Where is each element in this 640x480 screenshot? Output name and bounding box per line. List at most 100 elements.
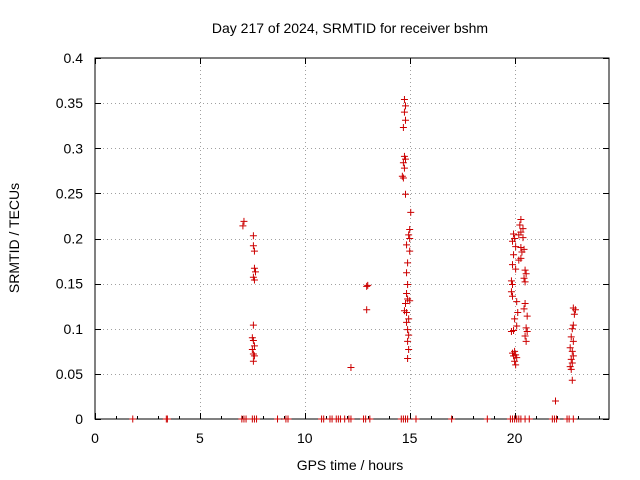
data-points: [129, 96, 579, 423]
grid-lines: [95, 58, 609, 419]
data-point: [511, 357, 519, 365]
data-point: [569, 415, 577, 423]
data-point: [284, 415, 292, 423]
data-point: [274, 415, 282, 423]
data-point: [253, 415, 261, 423]
data-point: [363, 306, 371, 314]
data-point: [568, 359, 576, 367]
data-point: [521, 278, 529, 286]
x-axis-label: GPS time / hours: [297, 457, 404, 473]
data-point: [508, 281, 516, 289]
data-point: [517, 244, 525, 252]
chart-title: Day 217 of 2024, SRMTID for receiver bsh…: [212, 20, 488, 36]
data-point: [508, 237, 516, 245]
data-point: [405, 231, 413, 239]
data-point: [250, 276, 258, 284]
data-point: [401, 116, 409, 124]
data-point: [403, 309, 411, 317]
data-point: [515, 231, 523, 239]
data-point: [406, 235, 414, 242]
y-tick-label: 0.15: [56, 276, 83, 292]
data-point: [249, 232, 257, 240]
data-point: [250, 247, 258, 255]
data-point: [404, 259, 412, 267]
y-tick-label: 0.4: [64, 50, 84, 66]
data-point: [406, 247, 414, 255]
data-point: [406, 225, 414, 233]
x-tick-label: 20: [507, 430, 523, 446]
plot-frame: [94, 57, 610, 420]
data-point: [320, 415, 328, 423]
x-tick-label: 15: [402, 430, 418, 446]
data-point: [347, 364, 355, 372]
data-point: [363, 282, 371, 290]
data-point: [405, 331, 413, 339]
data-point: [405, 346, 413, 354]
data-point: [567, 365, 575, 373]
data-point: [250, 264, 258, 272]
data-point: [510, 251, 518, 259]
data-point: [571, 306, 579, 314]
data-point: [249, 336, 257, 344]
data-point: [401, 299, 409, 307]
data-point: [567, 333, 575, 341]
y-axis-label: SRMTID / TECUs: [6, 183, 22, 293]
y-tick-label: 0.35: [56, 95, 83, 111]
data-point: [512, 243, 520, 251]
data-point: [569, 337, 577, 345]
data-point: [570, 310, 578, 318]
data-point: [512, 265, 520, 273]
y-tick-label: 0.1: [64, 321, 84, 337]
data-point: [508, 261, 516, 269]
data-point: [507, 277, 515, 285]
data-point: [399, 123, 407, 131]
data-point: [519, 234, 527, 242]
data-point: [515, 256, 523, 264]
data-point: [412, 415, 420, 423]
data-point: [399, 159, 407, 167]
data-point: [523, 312, 531, 320]
data-point: [448, 415, 456, 423]
data-point: [522, 324, 530, 332]
data-point: [518, 248, 526, 256]
data-point: [568, 376, 576, 384]
data-point: [249, 357, 257, 365]
data-point: [510, 230, 518, 238]
data-point: [523, 327, 531, 335]
x-tick-label: 10: [297, 430, 313, 446]
data-point: [566, 344, 574, 352]
data-point: [239, 222, 247, 230]
data-point: [403, 290, 411, 298]
axis-ticks: 0 0.05 0.1 0.15 0.2 0.25 0.3 0.35 0.4 0 5 10 15 20: [56, 50, 609, 446]
data-point: [129, 415, 137, 423]
data-point: [249, 242, 257, 250]
data-point: [248, 346, 256, 354]
data-point: [514, 309, 522, 317]
data-point: [404, 355, 412, 363]
data-point: [483, 415, 491, 423]
data-point: [567, 355, 575, 363]
data-point: [405, 315, 413, 323]
data-point: [521, 332, 529, 340]
data-point: [366, 415, 374, 423]
data-point: [399, 174, 407, 182]
data-point: [240, 217, 248, 225]
data-point: [508, 292, 516, 300]
data-point: [521, 299, 529, 307]
x-tick-label: 5: [196, 430, 204, 446]
data-point: [569, 352, 577, 360]
data-point: [511, 315, 519, 323]
data-point: [400, 164, 408, 172]
y-tick-label: 0.3: [64, 140, 84, 156]
data-point: [249, 350, 257, 358]
data-point: [163, 415, 171, 423]
data-point: [552, 397, 560, 405]
data-point: [250, 352, 258, 360]
data-point: [398, 172, 406, 180]
data-point: [520, 274, 528, 282]
data-point: [553, 415, 561, 423]
data-point: [569, 321, 577, 329]
data-point: [401, 190, 409, 198]
data-point: [568, 325, 576, 333]
data-point: [251, 268, 259, 276]
